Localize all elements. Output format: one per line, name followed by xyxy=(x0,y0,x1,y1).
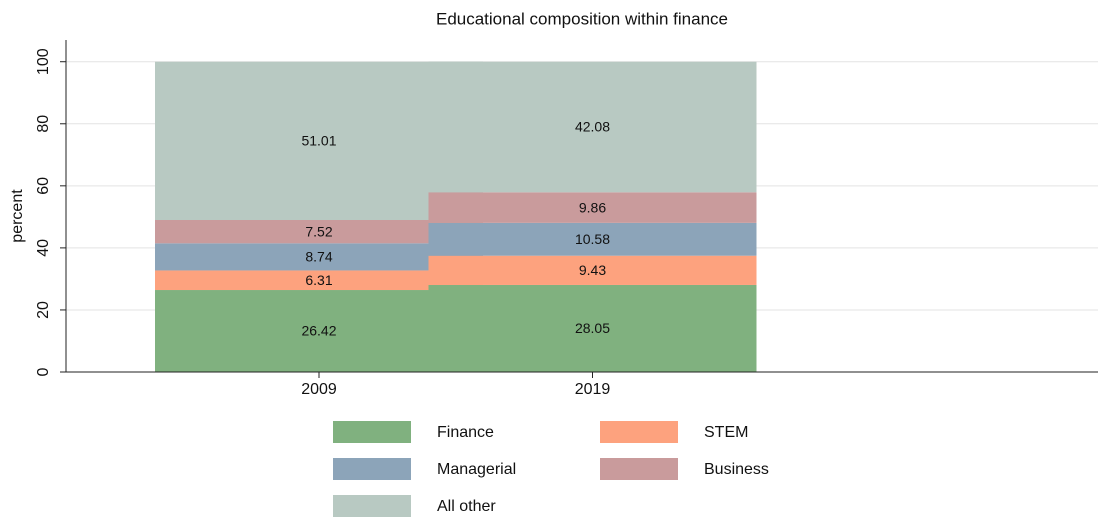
bar-segment xyxy=(428,255,757,285)
bar-segment xyxy=(155,219,483,244)
chart-title: Educational composition within finance xyxy=(436,9,728,28)
value-label: 9.43 xyxy=(579,262,606,278)
value-label: 51.01 xyxy=(301,133,336,149)
value-label: 6.31 xyxy=(305,272,332,288)
y-tick-label: 100 xyxy=(35,48,52,75)
value-label: 10.58 xyxy=(575,231,610,247)
y-tick-label: 40 xyxy=(35,239,52,257)
y-tick-label: 60 xyxy=(35,177,52,195)
legend-label: Managerial xyxy=(437,461,516,478)
y-axis-label: percent xyxy=(9,189,26,243)
value-label: 28.05 xyxy=(575,320,610,336)
legend-swatch xyxy=(333,495,411,517)
y-tick-label: 0 xyxy=(35,367,52,376)
bar-segment xyxy=(428,61,757,193)
legend-swatch xyxy=(333,421,411,443)
y-tick-label: 80 xyxy=(35,115,52,133)
bar-segment xyxy=(155,270,483,291)
legend-label: All other xyxy=(437,498,496,515)
x-tick-label: 2009 xyxy=(301,381,337,398)
value-label: 8.74 xyxy=(305,249,332,265)
legend-swatch xyxy=(600,458,678,480)
y-tick-label: 20 xyxy=(35,301,52,319)
bar-segment xyxy=(428,222,757,256)
legend-label: STEM xyxy=(704,424,748,441)
value-label: 42.08 xyxy=(575,119,610,135)
bar-segment xyxy=(155,243,483,271)
legend-label: Finance xyxy=(437,424,494,441)
value-label: 9.86 xyxy=(579,199,606,215)
legend-label: Business xyxy=(704,461,769,478)
x-tick-label: 2019 xyxy=(575,381,611,398)
value-label: 7.52 xyxy=(305,223,332,239)
bar-segment xyxy=(428,284,757,372)
legend-swatch xyxy=(600,421,678,443)
bar-segment xyxy=(155,290,483,372)
value-label: 26.42 xyxy=(301,323,336,339)
bar-segment xyxy=(155,61,483,220)
legend-swatch xyxy=(333,458,411,480)
bar-segment xyxy=(428,192,757,223)
